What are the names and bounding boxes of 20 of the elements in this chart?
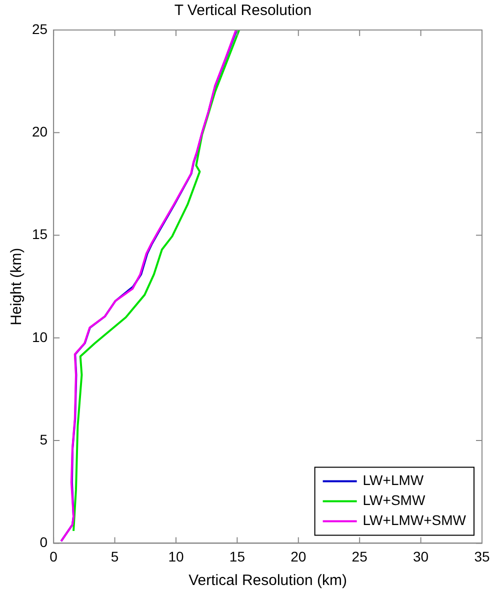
y-axis-title: Height (km) xyxy=(8,248,26,326)
x-tick-label: 5 xyxy=(110,548,119,564)
legend-label: LW+LMW+SMW xyxy=(362,512,467,528)
y-tick-label: 10 xyxy=(32,328,48,345)
x-tick-label: 15 xyxy=(229,548,246,564)
y-tick-label: 0 xyxy=(40,534,48,550)
x-tick-label: 35 xyxy=(474,548,490,564)
x-tick-label: 20 xyxy=(290,548,306,564)
x-axis-title: Vertical Resolution (km) xyxy=(188,572,347,590)
x-tick-label: 10 xyxy=(168,548,184,564)
chart-title: T Vertical Resolution xyxy=(174,2,312,20)
legend-label: LW+LMW xyxy=(362,472,424,488)
y-tick-label: 15 xyxy=(32,226,48,242)
y-tick-label: 20 xyxy=(32,124,48,140)
legend-label: LW+SMW xyxy=(362,492,426,508)
x-tick-label: 30 xyxy=(413,548,429,564)
x-tick-label: 25 xyxy=(352,548,368,564)
y-tick-label: 25 xyxy=(32,20,48,37)
y-tick-label: 5 xyxy=(40,431,48,448)
x-tick-label: 0 xyxy=(50,548,58,564)
